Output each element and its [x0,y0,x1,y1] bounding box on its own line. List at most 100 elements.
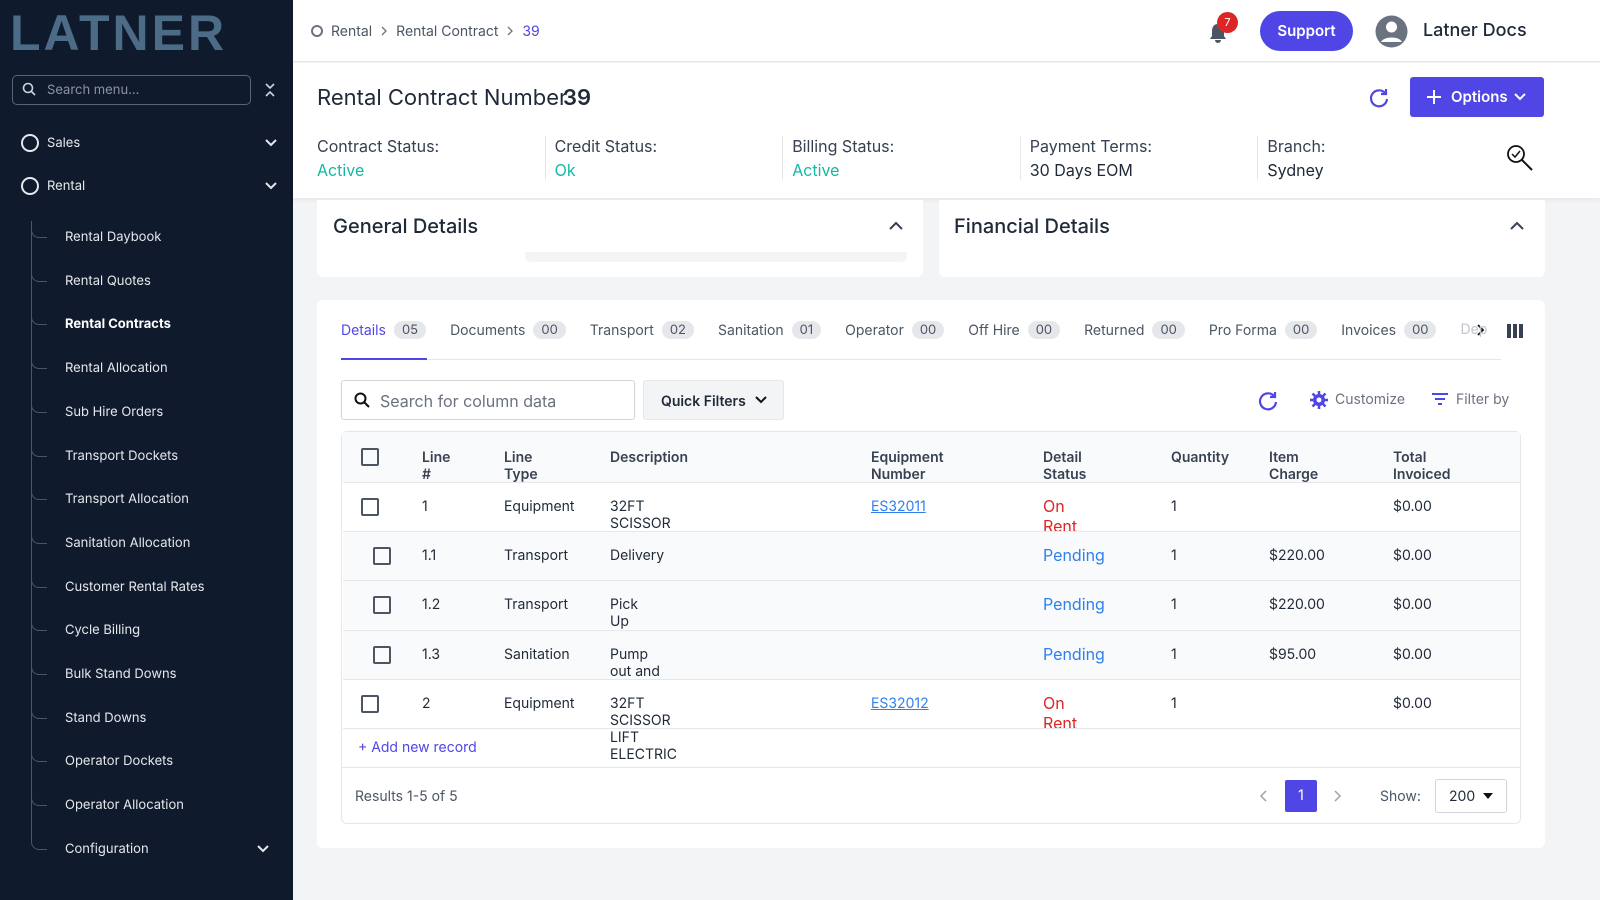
collapse-chevron[interactable] [889,221,903,230]
submenu-item[interactable]: Rental Contracts [65,316,171,333]
menu-search[interactable]: Search menu... [12,75,251,105]
collapse-icon[interactable] [264,82,276,98]
refresh-icon[interactable] [1368,87,1390,109]
submenu-item[interactable]: Stand Downs [65,709,147,726]
column-header[interactable]: Line # [422,449,451,483]
table-cell: Transport [504,547,569,565]
quick-filters[interactable]: Quick Filters [643,380,784,420]
tree-branch [31,617,47,632]
tab[interactable]: Transport 02 [590,321,694,339]
column-header[interactable]: Detail Status [1043,449,1087,483]
breadcrumb[interactable]: Rental Contract [396,23,499,40]
table-cell: $0.00 [1393,596,1432,614]
notification-badge: 7 [1217,12,1238,33]
table-cell: $220.00 [1269,596,1325,614]
tab-label: Documents [450,321,526,339]
column-header[interactable]: Quantity [1171,449,1230,466]
columns-icon[interactable] [1507,324,1523,338]
breadcrumb[interactable]: Rental [331,23,373,40]
table-frame [341,431,1521,824]
avatar[interactable] [1375,15,1408,48]
table-cell: $95.00 [1269,645,1317,663]
refresh-icon[interactable] [1257,390,1279,412]
submenu-item[interactable]: Transport Allocation [65,491,189,508]
checkbox[interactable] [373,547,391,566]
status-label: Payment Terms: [1029,136,1153,156]
filter-by[interactable]: Filter by [1456,391,1510,408]
table-row [343,531,1520,581]
tab[interactable]: Off Hire 00 [968,321,1061,339]
status-label: Branch: [1267,136,1326,156]
status-value: Active [792,160,840,180]
submenu-item[interactable]: Bulk Stand Downs [65,666,177,682]
submenu-item[interactable]: Transport Dockets [65,447,179,464]
checkbox[interactable] [373,645,391,664]
tab-count: 00 [1027,321,1061,339]
submenu-item[interactable]: Rental Quotes [65,272,151,289]
tab[interactable]: Details 05 [341,321,427,339]
tree-branch [31,704,47,719]
chevron-icon [755,396,767,404]
submenu-item[interactable]: Sub Hire Orders [65,403,164,420]
column-header[interactable]: Line Type [504,449,538,483]
tab[interactable]: Documents 00 [450,321,566,339]
collapse-chevron[interactable] [1510,221,1524,230]
submenu-item[interactable]: Customer Rental Rates [65,578,205,595]
checkbox[interactable] [361,694,379,713]
tab-label: Off Hire [968,321,1020,339]
add-record[interactable]: + Add new record [358,739,477,756]
equipment-link[interactable]: ES32011 [871,498,926,515]
detail-status: On Rent [1043,496,1078,536]
column-header[interactable]: Equipment Number [871,449,944,483]
tab-label: Invoices [1341,321,1397,339]
tab[interactable]: Invoices 00 [1341,321,1437,339]
tab[interactable]: Operator 00 [845,321,945,339]
submenu-item[interactable]: Sanitation Allocation [65,534,191,551]
detail-status: Pending [1043,643,1105,664]
menu-item[interactable]: Rental [47,178,86,194]
search-zoom-icon[interactable] [1505,143,1535,173]
support-button[interactable]: Support [1260,11,1353,51]
submenu-item[interactable]: Rental Daybook [65,229,162,245]
submenu-item[interactable]: Configuration [65,840,149,857]
table-row [343,678,1520,728]
submenu-item[interactable]: Operator Dockets [65,753,174,770]
page-size[interactable]: 200 [1435,779,1507,813]
tab-count: 05 [393,321,427,339]
equipment-link[interactable]: ES32012 [871,694,929,712]
chevron-icon [265,139,277,147]
panel-title[interactable]: Financial Details [954,214,1110,238]
menu-item[interactable]: Sales [47,135,81,151]
table-cell: 32FT SCISSOR LIFT ELECTRIC [610,694,678,763]
status-separator [1019,136,1021,180]
submenu-item[interactable]: Rental Allocation [65,360,168,377]
tab[interactable]: Sanitation 01 [718,321,822,339]
tab[interactable]: Pro Forma 00 [1209,321,1318,339]
status-separator [544,136,546,180]
column-header[interactable]: Description [610,449,689,466]
column-header[interactable]: Item Charge [1269,449,1319,483]
prev-page[interactable] [1259,790,1267,802]
checkbox[interactable] [361,498,379,516]
submenu-item[interactable]: Cycle Billing [65,622,141,639]
checkbox[interactable] [361,448,379,466]
contract-header [293,63,1600,198]
user-name[interactable]: Latner Docs [1423,20,1527,41]
tab-scroll[interactable] [1476,324,1486,336]
breadcrumb[interactable]: 39 [522,23,540,40]
table-header [342,432,1520,482]
next-page[interactable] [1334,790,1342,802]
column-header[interactable]: Total Invoiced [1393,449,1451,483]
column-search[interactable]: Search for column data [341,380,635,420]
customize[interactable]: Customize [1335,391,1406,408]
tab[interactable]: Returned 00 [1084,321,1185,339]
table-cell: 1 [1171,645,1177,663]
tab[interactable]: Dep [1460,321,1487,338]
page-number[interactable]: 1 [1285,780,1317,812]
checkbox[interactable] [373,596,391,615]
tab-label: Returned [1084,321,1145,339]
submenu-item[interactable]: Operator Allocation [65,797,184,814]
status-label: Credit Status: [554,136,658,156]
panel-title[interactable]: General Details [333,214,479,238]
